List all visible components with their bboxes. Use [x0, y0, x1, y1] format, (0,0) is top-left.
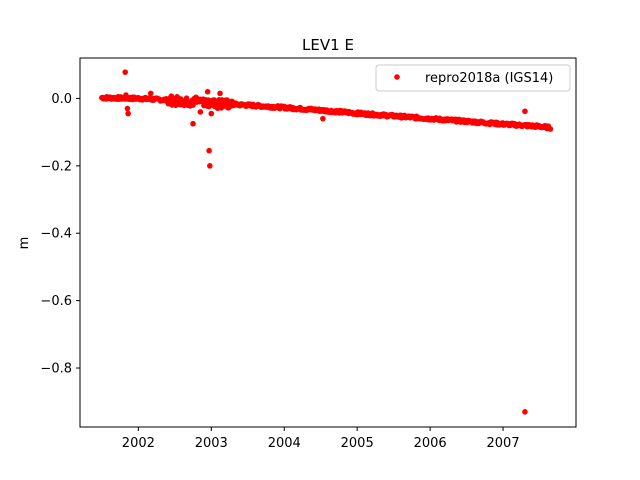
outlier-point	[208, 110, 215, 117]
y-axis-label: m	[17, 237, 32, 250]
outlier-point	[124, 105, 131, 112]
outlier-point	[217, 90, 223, 97]
y-tick-label: 0.0	[51, 92, 72, 107]
x-tick-label: 2003	[195, 436, 228, 451]
y-tick-label: −0.6	[40, 294, 72, 309]
x-tick-label: 2006	[414, 436, 447, 451]
outlier-point	[197, 109, 204, 115]
x-axis: 2002 2003 2004 2005 2006 2007	[122, 427, 520, 451]
legend-box	[375, 64, 571, 92]
outlier-point	[206, 147, 212, 154]
outlier-point	[522, 108, 528, 115]
outlier-point	[190, 120, 196, 127]
legend-label: repro2018a (IGS14)	[425, 71, 553, 86]
outlier-point	[204, 88, 211, 95]
x-tick-label: 2002	[122, 436, 155, 451]
outlier-point	[147, 90, 154, 97]
outlier-point	[320, 115, 326, 122]
y-axis: 0.0 −0.2 −0.4 −0.6 −0.8	[40, 92, 80, 377]
legend: repro2018a (IGS14)	[375, 64, 571, 92]
x-tick-label: 2004	[268, 436, 301, 451]
plot-area	[99, 69, 554, 415]
outlier-point	[522, 409, 528, 415]
legend-marker	[394, 74, 400, 80]
x-tick-label: 2007	[487, 436, 520, 451]
y-tick-label: −0.8	[40, 362, 72, 377]
outlier-point	[207, 163, 213, 169]
chart-title: LEV1 E	[302, 36, 354, 54]
data-point	[547, 126, 554, 132]
outlier-point	[123, 92, 129, 98]
data-point	[211, 97, 217, 103]
y-tick-label: −0.4	[40, 227, 72, 242]
outlier-point	[122, 69, 129, 75]
outlier-point	[125, 110, 131, 117]
data-point	[183, 95, 190, 102]
x-tick-label: 2005	[341, 436, 374, 451]
axes-frame	[79, 57, 577, 428]
y-tick-label: −0.2	[40, 159, 72, 174]
